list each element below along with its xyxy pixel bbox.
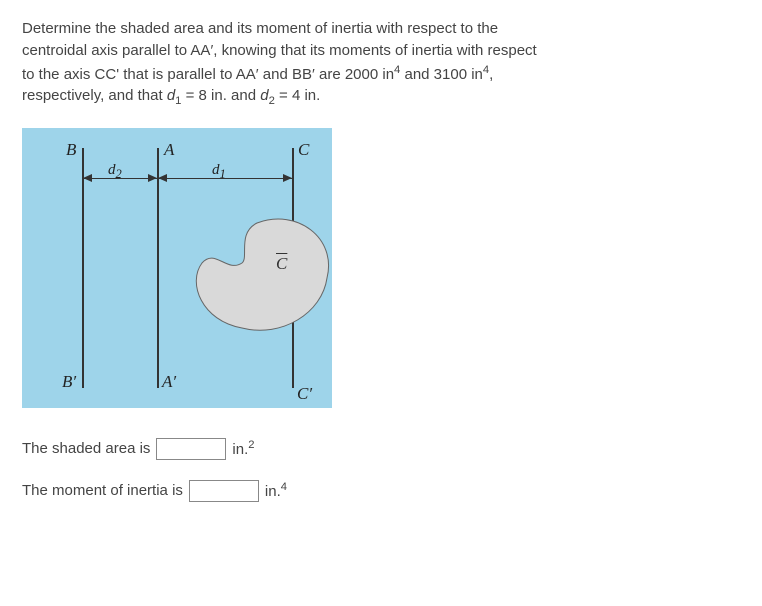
arrow-icon: [83, 174, 92, 182]
text-line: centroidal axis parallel to AA′, knowing…: [22, 42, 537, 59]
answer-area-label: The shaded area is: [22, 440, 150, 457]
shaded-area-shape: [187, 213, 337, 343]
arrow-icon: [158, 174, 167, 182]
label-b: B: [66, 140, 76, 160]
label-d2: d2: [108, 162, 122, 182]
text-line: = 8 in. and: [181, 87, 260, 104]
text-line: to the axis CC' that is parallel to AA′ …: [22, 66, 394, 83]
answer-area-row: The shaded area is in.2: [22, 438, 740, 460]
arrow-icon: [148, 174, 157, 182]
unit-area: in.2: [232, 439, 254, 458]
label-centroid: C: [276, 254, 287, 274]
answer-inertia-row: The moment of inertia is in.4: [22, 480, 740, 502]
label-c: C: [298, 140, 309, 160]
var: d: [260, 87, 268, 104]
label-a: A: [164, 140, 174, 160]
inertia-input[interactable]: [189, 480, 259, 502]
arrow-icon: [283, 174, 292, 182]
text-line: Determine the shaded area and its moment…: [22, 20, 498, 37]
text-line: = 4 in.: [275, 87, 320, 104]
text-line: respectively, and that: [22, 87, 167, 104]
text-line: and 3100 in: [400, 66, 483, 83]
axis-bb: [82, 148, 84, 388]
label-d1: d1: [212, 162, 226, 182]
text-line: ,: [489, 66, 493, 83]
area-input[interactable]: [156, 438, 226, 460]
var: d: [167, 87, 175, 104]
answer-inertia-label: The moment of inertia is: [22, 482, 183, 499]
label-bp: B′: [62, 372, 76, 392]
label-ap: A′: [162, 372, 176, 392]
unit-inertia: in.4: [265, 481, 287, 500]
label-cp: C′: [297, 384, 312, 404]
figure: B A C B′ A′ C′ d2 d1 C: [22, 128, 332, 408]
problem-statement: Determine the shaded area and its moment…: [22, 18, 740, 110]
axis-aa: [157, 148, 159, 388]
